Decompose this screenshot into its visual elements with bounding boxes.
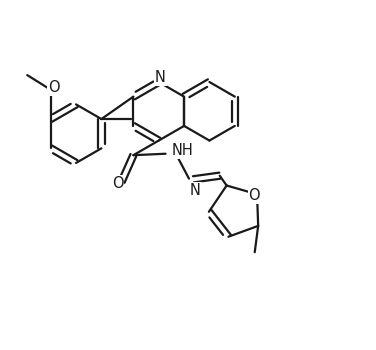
- Text: O: O: [112, 176, 123, 191]
- Text: NH: NH: [172, 144, 194, 159]
- Text: O: O: [48, 80, 59, 95]
- Text: O: O: [249, 188, 260, 203]
- Text: N: N: [190, 183, 201, 198]
- Text: N: N: [155, 70, 166, 85]
